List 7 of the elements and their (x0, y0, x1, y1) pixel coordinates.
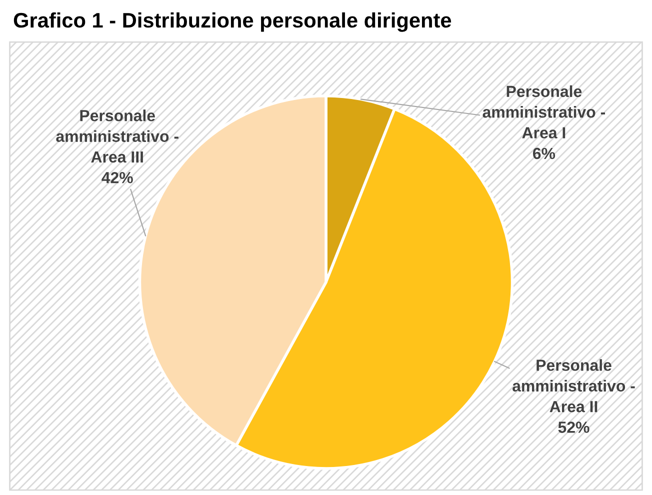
data-label: 42% (102, 172, 133, 184)
slice-label: Personale amministrativo - Area I (482, 85, 606, 138)
slice-label: Personale amministrativo - Area II (512, 359, 635, 412)
chart-title: Grafico 1 - Distribuzione personale dirigente (14, 12, 452, 32)
slice-label: Personale amministrativo - Area III (56, 110, 178, 163)
data-label: 6% (532, 148, 556, 160)
data-label: 52% (558, 422, 590, 433)
